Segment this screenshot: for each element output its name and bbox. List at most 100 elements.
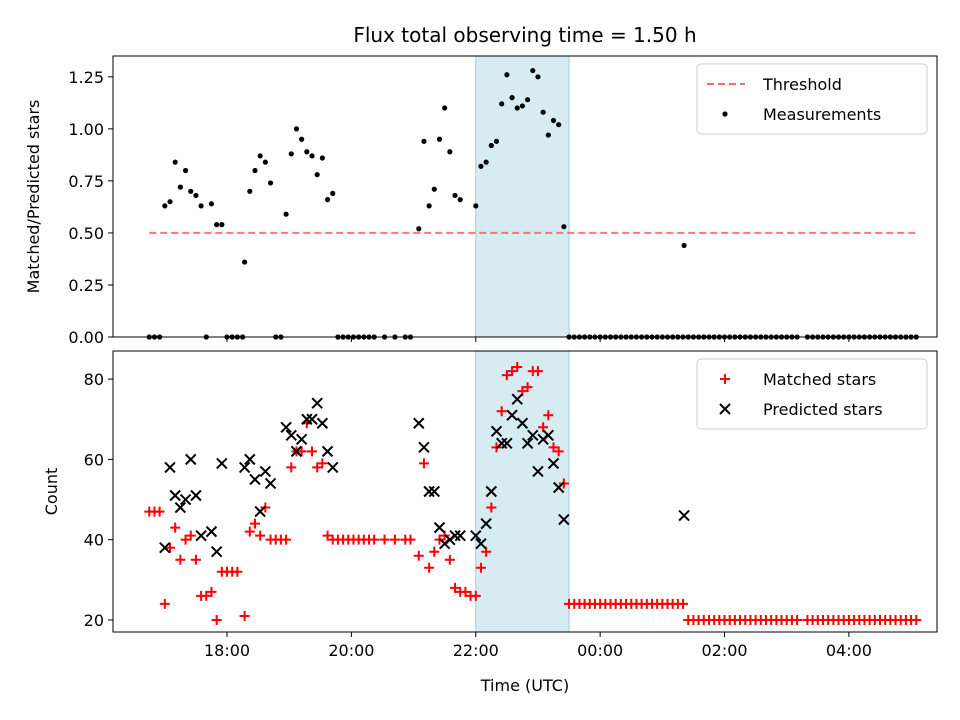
data-point: [195, 529, 207, 542]
data-point: [511, 393, 523, 405]
data-point: [180, 534, 191, 545]
data-point: [436, 136, 443, 142]
data-point: [307, 446, 318, 457]
data-point: [540, 109, 546, 115]
data-point: [532, 465, 544, 478]
data-point: [418, 441, 430, 454]
data-point: [512, 362, 523, 373]
data-point: [201, 590, 212, 601]
data-point: [530, 67, 536, 74]
data-point: [267, 180, 274, 186]
data-point: [316, 417, 329, 429]
top-y-axis-ticks: 0.00 0.25 0.50 0.75 1.00 1.25: [68, 68, 113, 347]
data-point: [405, 534, 416, 545]
data-point: [188, 188, 194, 194]
data-point: [454, 529, 466, 542]
data-point: [296, 446, 307, 457]
legend-swatch: [719, 403, 731, 415]
data-point: [514, 105, 520, 111]
data-point: [299, 136, 305, 142]
series-predicted-stars: [159, 393, 690, 558]
data-point: [543, 410, 554, 421]
data-point: [424, 562, 435, 573]
legend-label: Predicted stars: [763, 400, 883, 419]
data-point: [431, 186, 437, 192]
data-point: [304, 149, 310, 155]
data-point: [522, 382, 533, 393]
x-tick-label: 18:00: [204, 641, 250, 660]
x-tick-label: 04:00: [826, 641, 872, 660]
legend-swatch: [720, 374, 730, 384]
data-point: [190, 554, 201, 565]
data-point: [177, 184, 183, 190]
data-point: [309, 153, 315, 159]
data-point: [493, 138, 500, 144]
data-point: [550, 117, 557, 124]
data-point: [208, 201, 215, 207]
data-point: [442, 105, 448, 111]
data-point: [429, 546, 440, 557]
data-point: [553, 446, 564, 457]
data-point: [486, 502, 497, 513]
data-point: [483, 159, 489, 165]
y-tick-label: 0.25: [68, 276, 104, 295]
data-point: [244, 526, 255, 537]
top-x-axis-ticks: [226, 337, 850, 342]
data-point: [449, 529, 461, 542]
data-point: [460, 586, 471, 597]
data-point: [232, 566, 243, 577]
data-point: [911, 614, 922, 625]
data-point: [301, 413, 313, 425]
data-point: [311, 397, 323, 409]
top-legend: Threshold Measurements: [696, 63, 928, 135]
data-point: [545, 132, 551, 138]
y-tick-label: 60: [84, 450, 104, 469]
data-point: [413, 417, 425, 429]
data-point: [210, 546, 223, 558]
legend-label: Matched stars: [763, 370, 876, 389]
data-point: [444, 554, 455, 565]
y-tick-label: 1.25: [68, 68, 104, 87]
top-y-axis-label: Matched/Predicted stars: [24, 100, 43, 294]
data-point: [281, 534, 292, 545]
data-point: [480, 517, 492, 530]
data-point: [290, 445, 303, 458]
data-point: [558, 513, 570, 526]
data-point: [475, 537, 487, 550]
data-point: [172, 159, 178, 165]
data-point: [495, 437, 508, 450]
bottom-legend: Matched stars Predicted stars: [696, 358, 928, 430]
bottom-plot-frame: [112, 350, 938, 633]
data-point: [369, 534, 380, 545]
bottom-y-axis-ticks: 20 40 60 80: [84, 370, 113, 630]
data-point: [264, 477, 277, 490]
y-tick-label: 1.00: [68, 120, 104, 139]
data-point: [169, 489, 181, 502]
data-point: [154, 506, 165, 517]
data-point: [159, 541, 171, 554]
x-tick-label: 02:00: [701, 641, 747, 660]
data-point: [499, 101, 505, 107]
data-point: [165, 542, 176, 553]
data-point: [475, 562, 486, 573]
data-point: [314, 172, 320, 178]
data-point: [416, 226, 422, 232]
legend-swatch: [722, 111, 728, 117]
data-point: [198, 203, 204, 209]
data-point: [306, 413, 318, 425]
data-point: [190, 489, 202, 502]
data-point: [548, 442, 559, 453]
data-point: [470, 590, 481, 601]
y-tick-label: 0.50: [68, 224, 104, 243]
data-point: [433, 521, 446, 534]
data-point: [257, 153, 263, 159]
legend-box: [696, 63, 928, 135]
data-point: [542, 429, 555, 442]
y-tick-label: 0.75: [68, 172, 104, 191]
data-point: [473, 203, 479, 209]
observing-window-shading: [475, 55, 570, 338]
data-point: [254, 505, 266, 518]
data-point: [295, 433, 308, 446]
data-point: [413, 550, 424, 561]
